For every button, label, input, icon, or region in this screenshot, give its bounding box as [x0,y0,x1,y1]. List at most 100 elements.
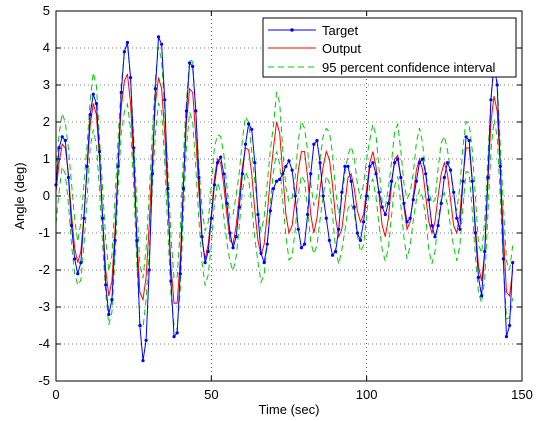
target-point [187,61,192,65]
target-point [368,164,372,168]
y-axis-label: Angle (deg) [12,162,27,229]
target-point [467,138,471,143]
target-point [430,224,434,228]
target-point [206,249,210,254]
target-point [393,161,397,165]
target-point [97,150,102,154]
target-point [225,201,229,205]
target-point [163,98,167,102]
target-point [346,164,350,168]
target-point [122,50,126,54]
target-point [445,161,450,165]
target-point [88,113,92,117]
target-point [253,161,257,165]
legend: Target Output 95 percent confidence inte… [262,17,517,78]
confidence-lower-line [55,102,514,332]
target-point [101,216,105,220]
target-point [461,179,465,183]
target-point [144,338,148,342]
target-point [243,142,248,146]
target-point [82,216,86,220]
target-point [281,172,285,176]
target-point [504,335,509,339]
target-point [352,205,356,209]
target-point [63,138,67,143]
x-tick-label: 100 [356,387,378,402]
target-point [433,235,437,239]
target-point [365,194,369,198]
y-tick-label: 5 [43,3,50,18]
target-point [383,212,387,217]
y-tick-label: 0 [43,188,50,203]
y-tick-label: 2 [43,114,50,129]
target-point [181,187,185,191]
target-point [85,164,89,168]
target-point [271,187,276,191]
target-point [222,172,226,176]
target-point [442,175,446,180]
target-point [343,164,347,168]
target-point [349,179,353,183]
target-point [380,205,384,209]
target-point [209,216,213,220]
target-point [399,175,403,180]
y-tick-label: 4 [43,40,50,55]
target-point [439,201,443,205]
target-point [321,194,325,198]
target-point [119,90,123,94]
target-point [455,216,459,220]
target-point [166,187,170,191]
target-point [498,164,502,168]
target-point [327,238,331,242]
target-point [483,249,487,254]
x-tick-label: 150 [511,387,533,402]
target-point [265,242,269,246]
target-point [417,161,422,165]
target-point [231,246,235,250]
target-point [66,175,71,180]
target-point [128,76,133,80]
target-point [318,161,322,165]
target-point [57,146,61,150]
target-line [55,36,514,361]
legend-confidence-label: 95 percent confidence interval [322,60,496,75]
target-point [361,220,366,224]
target-point [396,157,400,161]
target-point [337,227,341,231]
target-point [405,220,409,224]
target-point [197,175,201,180]
target-point [427,198,431,202]
target-point [178,272,182,276]
target-point [91,92,95,96]
target-point [141,359,145,363]
target-point [495,83,499,87]
target-point [408,216,412,220]
target-point [489,98,493,102]
x-axis-label: Time (sec) [259,402,320,417]
target-point [290,168,294,172]
y-tick-label: 3 [43,77,50,92]
target-point [486,175,490,180]
target-point [464,135,468,139]
target-point [386,201,391,205]
target-point [228,231,232,235]
target-point [113,238,117,242]
target-point [219,155,223,159]
target-point [452,190,456,194]
target-point [184,109,189,113]
target-point [476,275,481,279]
y-tick-label: -2 [38,262,50,277]
target-point [448,168,453,172]
target-point [278,177,282,181]
target-point [150,172,154,176]
target-point [458,227,462,231]
target-point [147,268,151,272]
target-point [274,179,279,183]
target-point [172,335,176,339]
target-point [284,164,288,168]
y-tick-label: -4 [38,336,50,351]
series-layer [54,35,515,363]
target-point [138,323,142,328]
